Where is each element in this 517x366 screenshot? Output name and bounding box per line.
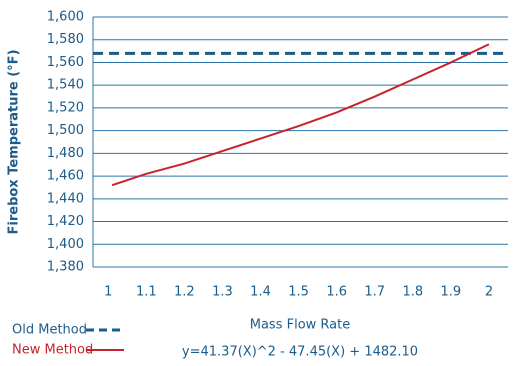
y-tick-label: 1,480 bbox=[47, 146, 84, 161]
y-tick-label: 1,440 bbox=[47, 191, 84, 206]
x-axis-label: Mass Flow Rate bbox=[250, 318, 350, 333]
x-tick-label: 1.8 bbox=[402, 285, 423, 300]
y-tick-label: 1,520 bbox=[47, 100, 84, 115]
y-axis-label: Firebox Temperature (°F) bbox=[7, 49, 22, 234]
y-tick-label: 1,380 bbox=[47, 260, 84, 275]
y-tick-label: 1,600 bbox=[47, 10, 84, 25]
x-tick-label: 1.2 bbox=[174, 285, 195, 300]
x-tick-label: 1.5 bbox=[288, 285, 309, 300]
x-tick-label: 1.6 bbox=[326, 285, 347, 300]
y-tick-label: 1,500 bbox=[47, 123, 84, 138]
y-tick-label: 1,400 bbox=[47, 237, 84, 252]
y-tick-label: 1,460 bbox=[47, 169, 84, 184]
line bbox=[111, 43, 490, 187]
y-tick-label: 1,420 bbox=[47, 214, 84, 229]
x-tick-label: 2 bbox=[485, 285, 493, 300]
y-tick-label: 1,540 bbox=[47, 78, 84, 93]
x-tick-label: 1 bbox=[104, 285, 112, 300]
y-tick-label: 1,580 bbox=[47, 32, 84, 47]
y-tick-label: 1,560 bbox=[47, 55, 84, 70]
x-tick-label: 1.3 bbox=[212, 285, 233, 300]
legend-label: Old Method bbox=[12, 323, 87, 338]
x-tick-label: 1.1 bbox=[136, 285, 157, 300]
x-tick-label: 1.9 bbox=[441, 285, 462, 300]
equation: y=41.37(X)^2 - 47.45(X) + 1482.10 bbox=[182, 345, 418, 360]
legend-label: New Method bbox=[12, 343, 93, 358]
x-tick-label: 1.4 bbox=[250, 285, 271, 300]
x-tick-label: 1.7 bbox=[364, 285, 385, 300]
